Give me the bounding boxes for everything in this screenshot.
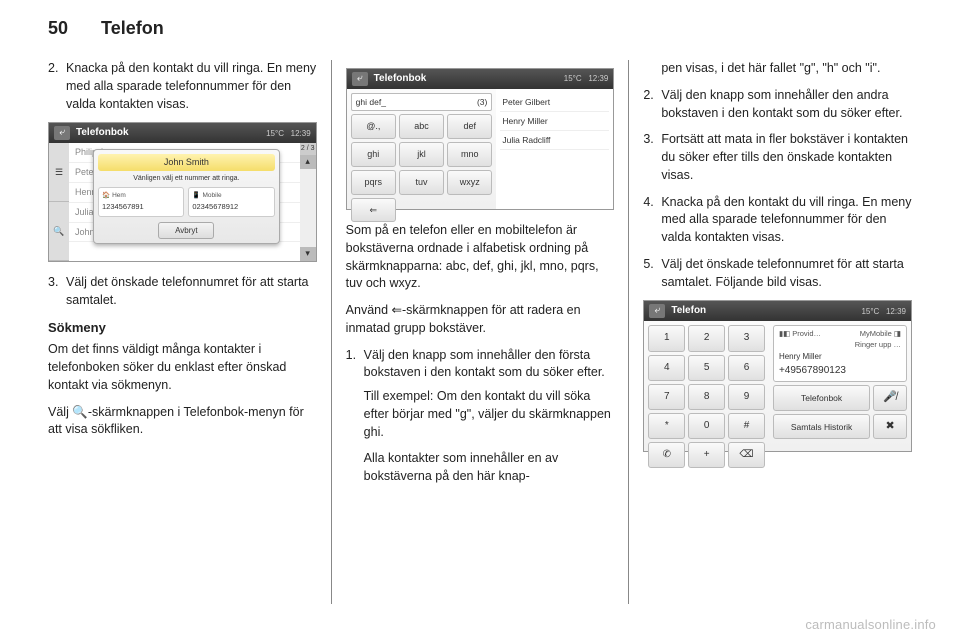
c3-step5: 5.Välj det önskade telefonnumret för att… [643, 256, 912, 292]
list-item[interactable]: Henry Miller [500, 112, 609, 131]
figure-dialer: ⤶ Telefon 15°C 12:39 1 2 3 4 5 [643, 300, 912, 452]
end-call-button[interactable]: ✖ [873, 414, 907, 440]
key[interactable]: 1 [648, 325, 685, 351]
fig1-title: Telefonbok [76, 126, 266, 140]
fig1-titlebar: ⤶ Telefonbok 15°C 12:39 [49, 123, 316, 143]
fig1-side: ☰ 🔍 [49, 143, 69, 261]
dialpad: 1 2 3 4 5 6 7 8 9 * 0 # ✆ [648, 325, 765, 468]
search-icon[interactable]: 🔍 [49, 202, 69, 261]
column-3: pen visas, i det här fallet "g", "h" och… [643, 60, 912, 604]
mute-mic-button[interactable]: 🎤̸ [873, 385, 907, 411]
home-icon: 🏠 [102, 191, 110, 200]
page-header: 50 Telefon [48, 18, 164, 39]
fig3-title: Telefon [671, 304, 861, 318]
column-2: ⤶ Telefonbok 15°C 12:39 ghi def_ (3) [346, 60, 630, 604]
key[interactable]: wxyz [447, 170, 492, 195]
c3-step3: 3.Fortsätt att mata in fler bokstäver i … [643, 131, 912, 184]
fig2-title: Telefonbok [374, 72, 564, 86]
abc-keypad: @., abc def ghi jkl mno pqrs tuv wxyz ⇐ [351, 114, 493, 222]
back-icon[interactable]: ⤶ [352, 72, 368, 86]
key[interactable]: tuv [399, 170, 444, 195]
key[interactable]: abc [399, 114, 444, 139]
signal-icon: ▮◧ [779, 329, 790, 338]
cancel-button[interactable]: Avbryt [158, 222, 214, 239]
key[interactable]: 7 [648, 384, 685, 410]
list-icon[interactable]: ☰ [49, 143, 69, 202]
fig1-list: Philip A Peter G Henry Julia R John S Jo… [69, 143, 300, 261]
columns: 2.Knacka på den kontakt du vill ringa. E… [48, 60, 912, 604]
page-section: Telefon [101, 18, 164, 38]
list-item[interactable]: Julia Radcliff [500, 131, 609, 150]
key[interactable]: 5 [688, 355, 725, 381]
list-item[interactable]: Peter Gilbert [500, 93, 609, 112]
c3-step2: 2.Välj den knapp som innehåller den andr… [643, 87, 912, 123]
fig2-titlebar: ⤶ Telefonbok 15°C 12:39 [347, 69, 614, 89]
key[interactable]: 3 [728, 325, 765, 351]
chevron-up-icon[interactable]: ▴ [300, 155, 316, 169]
backspace-key[interactable]: ⌫ [728, 442, 765, 468]
watermark: carmanualsonline.info [805, 617, 936, 632]
contact-popup: John Smith Vänligen välj ett nummer att … [93, 149, 280, 244]
c3-step4: 4.Knacka på den kontakt du vill ringa. E… [643, 194, 912, 247]
key[interactable]: # [728, 413, 765, 439]
sokmeny-p1: Om det finns väldigt många kontakter i t… [48, 341, 317, 394]
popup-hint: Vänligen välj ett nummer att ringa. [98, 174, 275, 184]
key[interactable]: * [648, 413, 685, 439]
c2-p2: Använd ⇐-skärmknappen för att radera en … [346, 302, 615, 338]
fig1-meta: 15°C 12:39 [266, 128, 311, 139]
c1-step3: 3.Välj det önskade telefonnumret för att… [48, 274, 317, 310]
sokmeny-p2: Välj 🔍-skärmknappen i Telefonbok-menyn f… [48, 404, 317, 440]
key[interactable]: 8 [688, 384, 725, 410]
backspace-key[interactable]: ⇐ [351, 198, 396, 223]
key[interactable]: 0 [688, 413, 725, 439]
key[interactable]: ghi [351, 142, 396, 167]
sokmeny-heading: Sökmeny [48, 319, 317, 337]
c3-cont: pen visas, i det här fallet "g", "h" och… [643, 60, 912, 78]
c2-step1: 1. Välj den knapp som innehåller den för… [346, 347, 615, 486]
fig3-titlebar: ⤶ Telefon 15°C 12:39 [644, 301, 911, 321]
key[interactable]: pqrs [351, 170, 396, 195]
back-icon[interactable]: ⤶ [649, 304, 665, 318]
column-1: 2.Knacka på den kontakt du vill ringa. E… [48, 60, 332, 604]
key[interactable]: @., [351, 114, 396, 139]
mobile-number-card[interactable]: 📱Mobile 02345678912 [188, 187, 274, 217]
plus-key[interactable]: + [688, 442, 725, 468]
figure-contact-popup: ⤶ Telefonbok 15°C 12:39 ☰ 🔍 Philip A Pet… [48, 122, 317, 262]
key[interactable]: 6 [728, 355, 765, 381]
c2-p1: Som på en telefon eller en mobiltelefon … [346, 222, 615, 293]
scrollbar[interactable]: 2 / 3 ▴ ▾ [300, 143, 316, 261]
call-key[interactable]: ✆ [648, 442, 685, 468]
key[interactable]: mno [447, 142, 492, 167]
key[interactable]: 9 [728, 384, 765, 410]
chevron-down-icon[interactable]: ▾ [300, 247, 316, 261]
search-input[interactable]: ghi def_ (3) [351, 93, 493, 111]
call-history-button[interactable]: Samtals Historik [773, 414, 870, 440]
figure-search-keypad: ⤶ Telefonbok 15°C 12:39 ghi def_ (3) [346, 68, 615, 210]
c1-step2: 2.Knacka på den kontakt du vill ringa. E… [48, 60, 317, 113]
home-number-card[interactable]: 🏠Hem 1234567891 [98, 187, 184, 217]
results-list: Peter Gilbert Henry Miller Julia Radclif… [496, 89, 613, 209]
mobile-icon: 📱 [192, 191, 200, 200]
key[interactable]: def [447, 114, 492, 139]
key[interactable]: 2 [688, 325, 725, 351]
key[interactable]: jkl [399, 142, 444, 167]
key[interactable]: 4 [648, 355, 685, 381]
page-number: 50 [48, 18, 68, 38]
popup-name: John Smith [98, 154, 275, 171]
phonebook-button[interactable]: Telefonbok [773, 385, 870, 411]
back-icon[interactable]: ⤶ [54, 126, 70, 140]
call-status: ▮◧ Provid… MyMobile ◨ Ringer upp … Henry… [773, 325, 907, 382]
